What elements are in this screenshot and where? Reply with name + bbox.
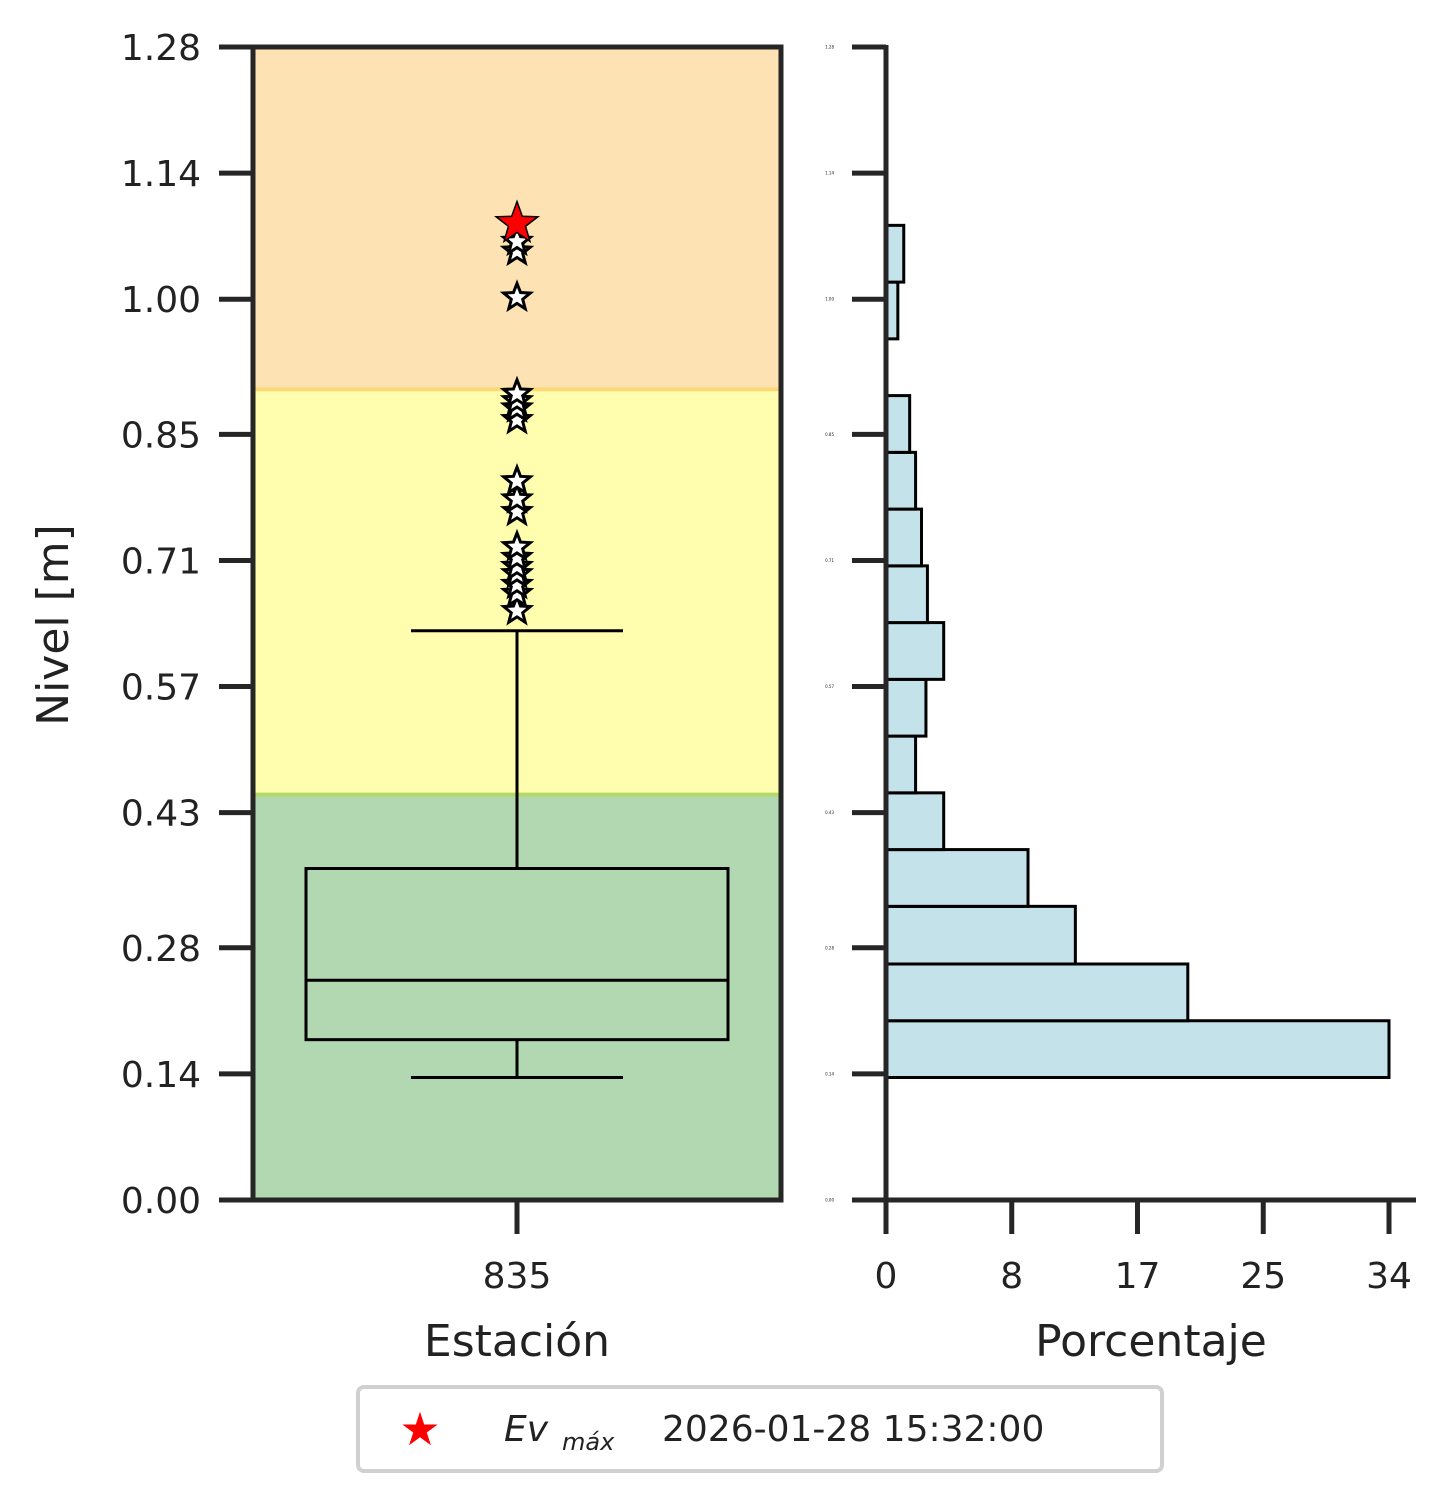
histogram-bar: [884, 904, 1077, 966]
y-tick-label: 1.28: [121, 28, 201, 69]
y-tick-label: 0.71: [121, 541, 201, 582]
box-iqr: [304, 867, 730, 1042]
outlier-point: [499, 493, 535, 527]
x-tick-label-station: 835: [483, 1256, 552, 1297]
legend: ★ Ev máx 2026-01-28 15:32:00: [356, 1385, 1164, 1473]
histogram-bar: [884, 1019, 1391, 1079]
histogram-panel: 0.00 0.14 0.28 0.43 0.57 0.71 0.85 1.00 1.14 1.28…: [825, 44, 1416, 1297]
right-y-tick-label: 0.14: [825, 1071, 834, 1076]
right-y-tick-label: 0.57: [825, 684, 834, 689]
right-y-tick-label: 0.00: [825, 1198, 834, 1203]
histogram-bar: [884, 621, 946, 681]
y-axis-title: Nivel [m]: [28, 524, 79, 726]
right-y-tick-label: 0.28: [825, 945, 834, 950]
y-tick-label: 0.43: [121, 794, 201, 835]
outlier-point: [499, 279, 535, 313]
x-axis-title-right: Porcentaje: [1035, 1316, 1267, 1367]
right-y-tick-label: 0.71: [825, 558, 834, 563]
boxplot-panel: 0.00 0.14 0.28 0.43 0.57 0.71 0.85 1.00 1.14 1.28: [121, 28, 784, 1234]
right-x-tick-label: 0: [875, 1256, 898, 1297]
histogram-bar: [884, 962, 1190, 1023]
outlier-point: [499, 528, 535, 562]
outlier-point: [499, 463, 535, 496]
outlier-point: [499, 233, 535, 267]
right-y-tick-label: 1.00: [825, 297, 834, 302]
legend-label-sub: máx: [562, 1428, 615, 1456]
legend-box: [356, 1385, 1164, 1473]
histogram-bar: [884, 791, 946, 852]
y-tick-label: 0.85: [121, 415, 201, 456]
y-tick-label: 1.14: [121, 154, 201, 195]
right-x-tick-label: 17: [1115, 1256, 1161, 1297]
right-x-tick-label: 34: [1366, 1256, 1412, 1297]
outlier-point: [499, 375, 535, 409]
outlier-point: [499, 539, 535, 573]
histogram-bar: [884, 223, 906, 284]
outlier-point: [499, 401, 535, 435]
histogram-bar: [884, 564, 929, 625]
y-tick-label: 0.14: [121, 1055, 201, 1096]
right-y-tick-label: 1.28: [825, 45, 834, 50]
y-tick-label: 0.57: [121, 668, 201, 709]
right-x-tick-label: 25: [1240, 1256, 1286, 1297]
y-tick-label: 0.28: [121, 929, 201, 970]
histogram-bar: [884, 677, 928, 738]
right-y-tick-label: 1.14: [825, 171, 834, 176]
histogram-bar: [884, 848, 1030, 908]
right-y-tick-label: 0.85: [825, 432, 834, 437]
legend-star-icon: ★: [399, 1402, 440, 1456]
histogram-bar: [884, 450, 918, 511]
legend-date: 2026-01-28 15:32:00: [662, 1409, 1044, 1450]
right-x-tick-label: 8: [1000, 1256, 1023, 1297]
y-tick-label: 0.00: [121, 1181, 201, 1222]
legend-label-main: Ev: [504, 1409, 549, 1450]
max-event-point: [493, 199, 541, 244]
right-y-tick-label: 0.43: [825, 810, 834, 815]
histogram-bar: [884, 507, 924, 568]
histogram-bar: [884, 394, 912, 454]
x-axis-title-left: Estación: [424, 1316, 610, 1367]
y-tick-label: 1.00: [121, 280, 201, 321]
histogram-bar: [884, 734, 918, 795]
